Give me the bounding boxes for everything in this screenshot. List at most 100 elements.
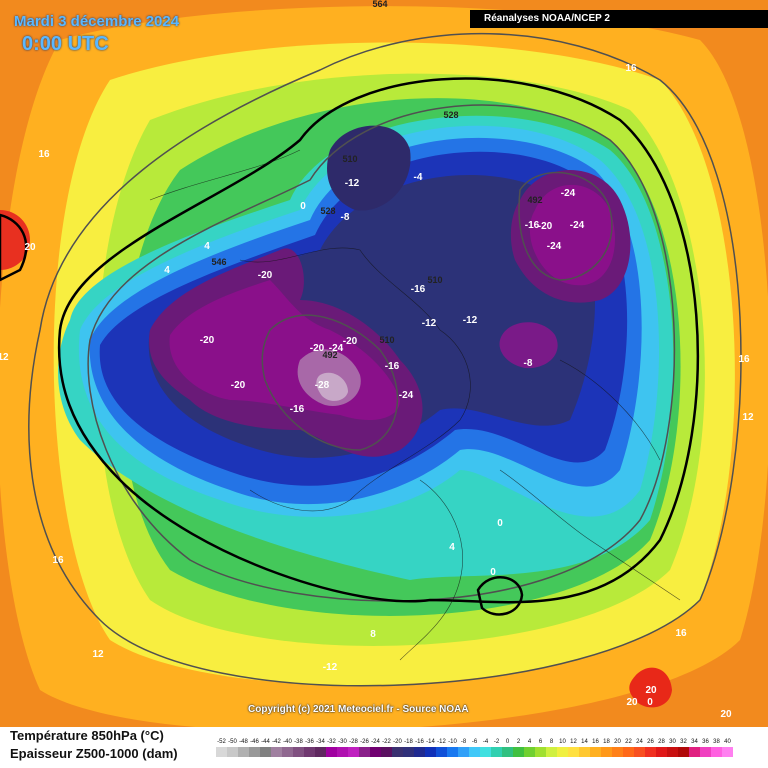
scale-tick-label: -36 [305,739,314,745]
temperature-label: 12 [742,412,754,423]
scale-tick-label: -18 [404,739,413,745]
scale-tick-label: -2 [494,739,500,745]
temperature-label: 20 [720,709,732,720]
scale-tick-label: 12 [570,739,577,745]
temperature-label: -24 [399,390,414,401]
scale-tick-label: 38 [713,739,720,745]
color-scale: -52 -50 -48 -46 -44 -42 -40 -38 -36 -34 -32 -30 -28-… [216,739,733,757]
scale-swatch [238,747,249,757]
scale-swatch [722,747,733,757]
scale-swatch [414,747,425,757]
scale-swatch [711,747,722,757]
temperature-label: -16 [385,361,400,372]
thickness-label: 546 [211,257,226,267]
scale-swatch [260,747,271,757]
thickness-contours [28,33,742,687]
scale-swatch [557,747,568,757]
scale-tick-label: 32 [680,739,687,745]
scale-tick-label: 28 [658,739,665,745]
scale-tick-label: 14 [581,739,588,745]
map-time-title: 0:00 UTC [22,33,109,55]
scale-tick-label: -6 [472,739,478,745]
scale-swatch [348,747,359,757]
scale-tick-label: 2 [517,739,521,745]
scale-swatch [535,747,546,757]
temperature-label: 4 [204,241,210,252]
temperature-label: 16 [625,63,637,74]
scale-swatch [656,747,667,757]
scale-swatch [524,747,535,757]
warm-spot-west [0,210,30,270]
scale-tick-label: -10 [448,739,457,745]
scale-swatch [601,747,612,757]
zero-isotherm [0,77,700,616]
temperature-label: -8 [524,358,533,369]
temperature-label: -24 [570,220,585,231]
thickness-label: 492 [322,350,337,360]
scale-swatch [590,747,601,757]
scale-swatch [700,747,711,757]
scale-tick-label: 0 [506,739,510,745]
scale-tick-label: 16 [592,739,599,745]
temperature-label: -28 [315,380,330,391]
scale-swatch [502,747,513,757]
cold-core-pacific [499,322,558,369]
temperature-label: -8 [341,212,350,223]
thickness-label: 564 [372,0,387,9]
temperature-label: -12 [345,178,360,189]
thickness-label: 492 [527,195,542,205]
scale-tick-label: -50 [228,739,237,745]
thickness-label: 510 [379,335,394,345]
temperature-label: -16 [411,284,426,295]
scale-swatch [546,747,557,757]
scale-tick-label: -46 [250,739,259,745]
scale-tick-label: -20 [393,739,402,745]
thickness-label: 510 [427,275,442,285]
scale-swatch [579,747,590,757]
temperature-label: -16 [525,220,540,231]
scale-tick-label: -22 [382,739,391,745]
temperature-label: -20 [310,343,325,354]
thickness-label: 528 [320,206,335,216]
scale-tick-label: -14 [426,739,435,745]
scale-tick-label: -48 [239,739,248,745]
scale-tick-label: 8 [550,739,554,745]
scale-swatch [480,747,491,757]
legend-title-temperature: Température 850hPa (°C) [10,728,164,743]
temperature-label: -12 [463,315,478,326]
temperature-label: -24 [547,241,562,252]
temperature-label: -20 [343,336,358,347]
thickness-label: 510 [342,154,357,164]
scale-swatch [634,747,645,757]
scale-tick-label: 24 [636,739,643,745]
scale-tick-label: 20 [614,739,621,745]
temperature-label: 16 [675,628,687,639]
temperature-label: -20 [258,270,273,281]
temperature-label: 0 [490,567,496,578]
scale-tick-label: -24 [371,739,380,745]
scale-tick-label: 26 [647,739,654,745]
scale-tick-label: -28 [349,739,358,745]
scale-swatch [425,747,436,757]
temperature-label: 20 [626,697,638,708]
scale-swatch [513,747,524,757]
temperature-label: 16 [52,555,64,566]
scale-swatch [293,747,304,757]
temperature-label: -12 [422,318,437,329]
scale-swatch [359,747,370,757]
scale-tick-label: 34 [691,739,698,745]
scale-swatch [491,747,502,757]
scale-swatch [568,747,579,757]
temperature-label: 16 [38,149,50,160]
map-labels-layer: -12-8-4-20-20-20-16-16-12 -12-8-16-24-28-… [0,0,754,720]
map-date-title: Mardi 3 décembre 2024 [14,13,180,30]
scale-swatch [458,747,469,757]
scale-swatch [381,747,392,757]
cold-core-purple-north [327,125,411,211]
scale-swatch [216,747,227,757]
coastlines [149,149,681,661]
scale-swatch [612,747,623,757]
temperature-label: 0 [300,201,306,212]
temperature-label: 12 [92,649,104,660]
